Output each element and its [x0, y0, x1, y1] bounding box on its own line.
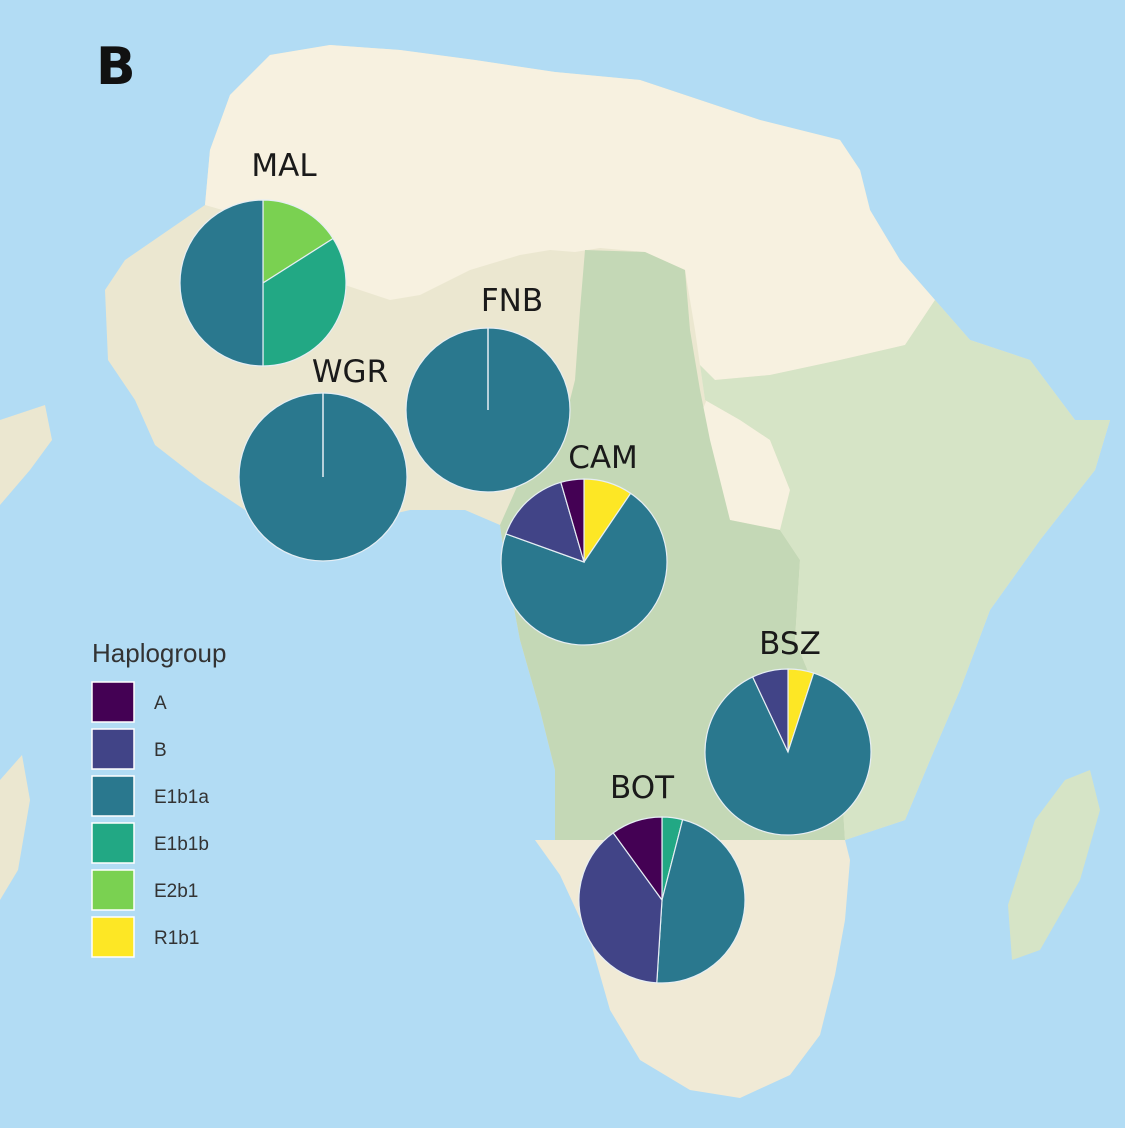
legend-swatch-a: [91, 681, 135, 723]
legend-swatch-e1b1a: [91, 775, 135, 817]
legend-label-e1b1a: E1b1a: [154, 787, 209, 808]
site-label-mal: MAL: [251, 148, 317, 184]
pie-layer: [179, 199, 872, 984]
legend-swatch-b: [91, 728, 135, 770]
pie-bsz: [704, 668, 872, 836]
site-label-bsz: BSZ: [759, 626, 821, 662]
legend-label-e1b1b: E1b1b: [154, 834, 209, 855]
pie-slice-bot-e1b1a: [656, 818, 746, 984]
legend-title: Haplogroup: [92, 638, 226, 668]
east-africa-region: [700, 300, 1110, 840]
legend-swatch-r1b1: [91, 916, 135, 958]
site-label-fnb: FNB: [481, 283, 543, 319]
legend: Haplogroup A B E1b1a E1b1b E2b1 R1b1: [91, 638, 226, 958]
pie-slice-cam-a: [560, 478, 585, 563]
legend-label-e2b1: E2b1: [154, 881, 198, 902]
legend-label-a: A: [154, 693, 167, 714]
pie-wgr: [238, 392, 408, 562]
land-fragment-west: [0, 405, 52, 505]
pie-slice-bsz-b: [751, 668, 789, 753]
panel-letter: B: [96, 37, 136, 97]
legend-label-b: B: [154, 740, 167, 761]
pie-slice-mal-e2b1: [262, 199, 334, 285]
site-label-wgr: WGR: [312, 354, 388, 390]
pie-slice-bsz-e1b1a: [704, 672, 872, 836]
sahara-region: [205, 45, 935, 530]
pie-slice-mal-e1b1a: [179, 199, 264, 367]
legend-label-r1b1: R1b1: [154, 928, 199, 949]
land-fragment-southwest: [0, 755, 30, 900]
pie-slice-mal-e1b1b: [262, 237, 347, 367]
legend-swatch-e2b1: [91, 869, 135, 911]
pie-cam: [500, 478, 668, 646]
pie-slice-bot-b: [578, 832, 663, 984]
pie-bot: [578, 816, 746, 984]
site-label-cam: CAM: [568, 440, 638, 476]
pie-mal: [179, 199, 347, 367]
legend-swatch-e1b1b: [91, 822, 135, 864]
madagascar-highlight: [1028, 790, 1092, 930]
pie-fnb: [405, 327, 571, 493]
site-label-bot: BOT: [610, 770, 675, 806]
pie-slice-cam-b: [505, 481, 585, 563]
pie-slice-cam-e1b1a: [500, 492, 668, 646]
pie-slice-bot-a: [612, 816, 663, 902]
